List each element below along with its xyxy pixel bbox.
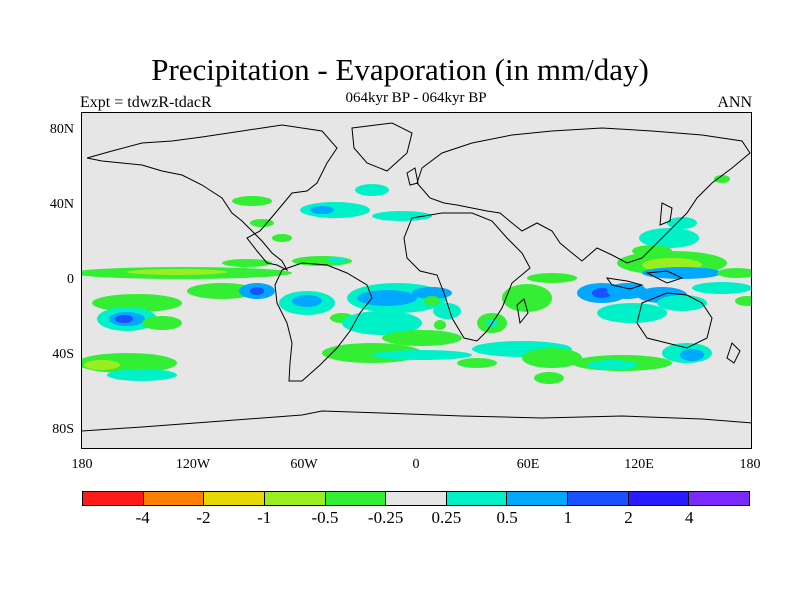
colorbar-box: [143, 492, 205, 505]
shade-region: [310, 206, 334, 214]
colorbar-box: [689, 492, 750, 505]
colorbar-box: [446, 492, 508, 505]
coastline-madagascar: [516, 298, 529, 325]
shade-region: [434, 320, 446, 330]
shade-region: [657, 295, 707, 311]
shade-region: [107, 369, 177, 381]
shade-region: [327, 257, 347, 263]
colorbar-label: 0.25: [431, 508, 462, 527]
lat-label-80n: 80N: [49, 122, 74, 137]
lat-label-40s: 40S: [52, 347, 74, 362]
shade-region: [717, 268, 751, 278]
shade-region: [342, 311, 422, 335]
shade-region: [292, 295, 322, 307]
lat-label-80s: 80S: [52, 422, 74, 437]
lat-label-40n: 40N: [49, 197, 74, 212]
colorbar-box: [325, 492, 387, 505]
colorbar-box: [386, 492, 447, 505]
lat-label-equator: 0: [67, 272, 74, 287]
shade-region: [412, 287, 452, 299]
season-label: ANN: [717, 94, 752, 111]
shade-region: [667, 217, 697, 229]
colorbar-label: 0.5: [496, 508, 518, 527]
colorbar-label: 2: [624, 508, 633, 527]
coastline-south-america: [274, 262, 373, 382]
colorbar-label: -0.25: [367, 508, 404, 527]
shade-region: [692, 282, 751, 294]
lon-label-60w: 60W: [290, 457, 318, 472]
shade-region: [127, 269, 227, 275]
coastline-indonesia: [605, 270, 684, 290]
shade-region: [534, 372, 564, 384]
shade-region: [142, 316, 182, 330]
lon-label-180e: 180: [739, 457, 761, 472]
shade-region: [115, 315, 133, 323]
shade-region: [372, 211, 432, 221]
coastline-japan: [659, 202, 673, 226]
shade-region: [527, 273, 577, 283]
colorbar-box: [264, 492, 326, 505]
shade-region: [457, 358, 497, 368]
plot-subtitle: 064kyr BP - 064kyr BP: [345, 90, 487, 106]
shade-region: [355, 184, 389, 196]
coastline-greenland: [351, 122, 413, 172]
plot-title: Precipitation - Evaporation (in mm/day): [151, 52, 649, 87]
coastline-new-zealand: [726, 342, 741, 364]
shade-region: [502, 284, 552, 312]
coastline-antarctica: [82, 410, 751, 432]
colorbar-box: [568, 492, 629, 505]
lon-label-120w: 120W: [175, 457, 211, 472]
shade-region: [433, 303, 461, 319]
shade-region: [592, 288, 612, 298]
map-canvas: [82, 122, 751, 432]
shade-region: [272, 234, 292, 242]
colorbar-label: -2: [196, 508, 211, 527]
coastline-australia: [636, 292, 713, 349]
lon-label-180w: 180: [71, 457, 93, 472]
shade-region: [735, 296, 751, 306]
lon-label-120e: 120E: [624, 457, 654, 472]
shade-region: [300, 202, 370, 218]
coastline-eurasia: [416, 127, 751, 264]
coastline-uk: [406, 167, 419, 186]
colorbar-label: -0.5: [311, 508, 339, 527]
map-panel: [81, 112, 752, 449]
colorbar-label: -1: [257, 508, 272, 527]
shade-region: [680, 349, 704, 361]
shade-region: [587, 360, 637, 370]
shade-region: [372, 350, 472, 360]
shade-region: [597, 303, 667, 323]
shade-region: [357, 290, 417, 306]
shade-region: [424, 296, 440, 306]
colorbar-box: [628, 492, 690, 505]
shade-region: [84, 360, 120, 370]
shade-region: [250, 287, 264, 295]
colorbar-box: [507, 492, 569, 505]
shade-region: [382, 330, 462, 346]
shade-region: [642, 267, 722, 279]
shade-region: [714, 175, 730, 183]
shade-region: [250, 219, 274, 227]
coastline-africa: [403, 212, 531, 342]
colorbar-label: -4: [135, 508, 150, 527]
shade-region: [639, 228, 699, 248]
field-shading: [82, 175, 751, 384]
experiment-label: Expt = tdwzR-tdacR: [80, 94, 212, 111]
lon-label-60e: 60E: [516, 457, 540, 472]
shade-region: [222, 259, 272, 267]
colorbar-box: [83, 492, 144, 505]
shade-region: [232, 196, 272, 206]
colorbar: [82, 491, 750, 506]
colorbar-label: 4: [685, 508, 694, 527]
shade-region: [92, 294, 182, 312]
shade-region: [522, 348, 582, 368]
colorbar-label: 1: [563, 508, 573, 527]
coastlines: [82, 122, 751, 432]
coastline-north-america: [86, 124, 338, 272]
shade-region: [187, 283, 257, 299]
lon-label-0: 0: [412, 457, 420, 472]
colorbar-box: [204, 492, 265, 505]
